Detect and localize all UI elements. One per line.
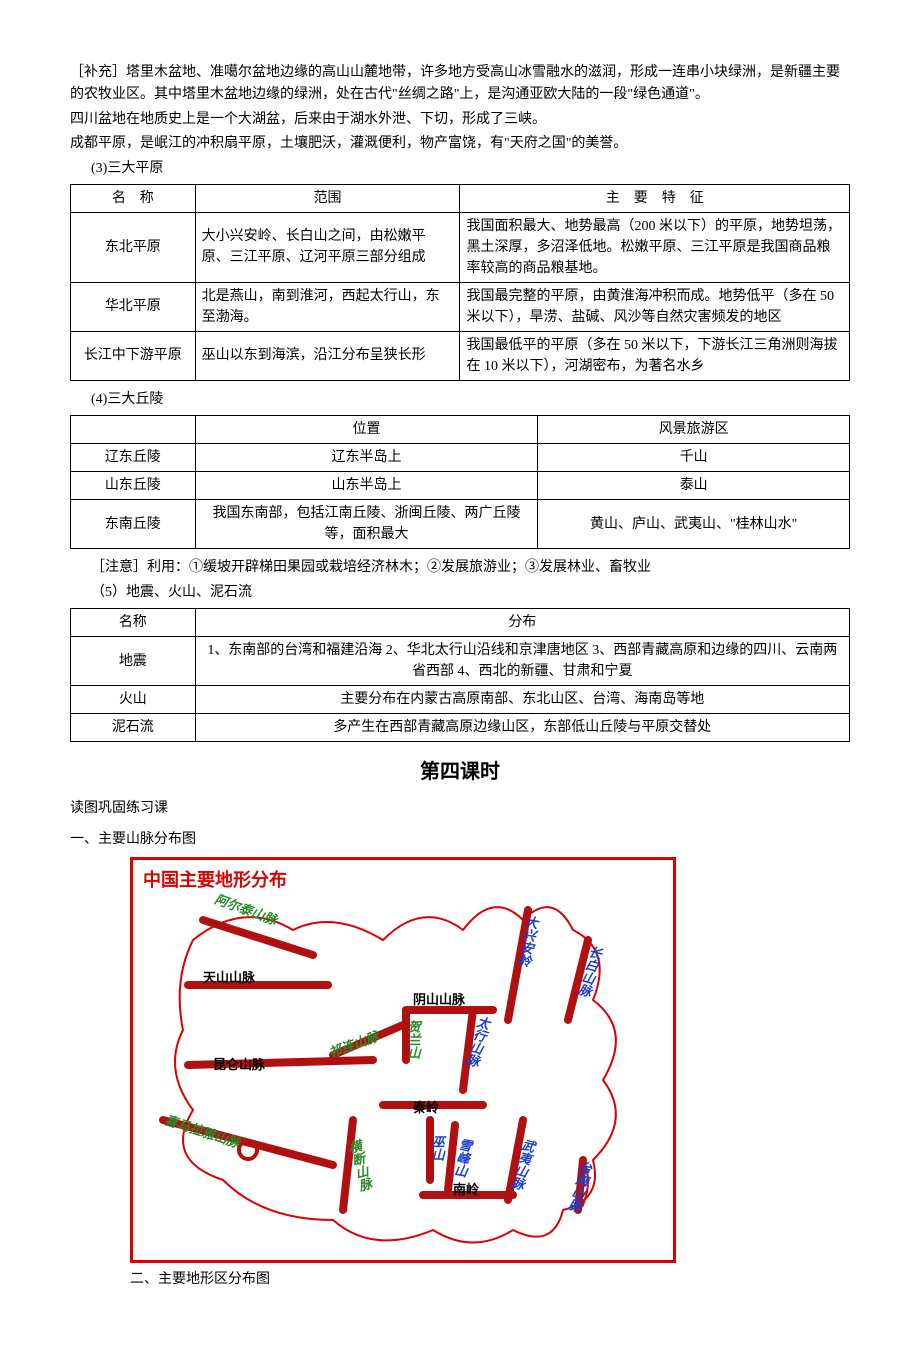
sec5-heading: （5）地震、火山、泥石流: [70, 582, 850, 604]
lbl-helan: 贺兰山: [402, 1020, 423, 1059]
th: [71, 416, 196, 444]
table-row: 华北平原 北是燕山，南到淮河，西起太行山，东至渤海。 我国最完整的平原，由黄淮海…: [71, 282, 850, 331]
table-plains: 名 称 范围 主 要 特 征 东北平原 大小兴安岭、长白山之间，由松嫩平原、三江…: [70, 184, 850, 381]
table-row: 东北平原 大小兴安岭、长白山之间，由松嫩平原、三江平原、辽河平原三部分组成 我国…: [71, 212, 850, 282]
lbl-wushan: 巫山: [426, 1135, 447, 1161]
table-hills: 位置 风景旅游区 辽东丘陵 辽东半岛上 千山 山东丘陵 山东半岛上 泰山 东南丘…: [70, 415, 850, 549]
th: 分布: [195, 609, 849, 637]
map-frame: 中国主要地形分布: [130, 857, 676, 1263]
lbl-qinling: 秦岭: [413, 1098, 439, 1119]
th: 位置: [195, 416, 538, 444]
th: 名称: [71, 609, 196, 637]
sec4-note: ［注意］利用：①缓坡开辟梯田果园或栽培经济林木；②发展旅游业；③发展林业、畜牧业: [70, 557, 850, 579]
intro-p2: 四川盆地在地质史上是一个大湖盆，后来由于湖水外泄、下切，形成了三峡。: [70, 109, 850, 131]
table-row: 火山 主要分布在内蒙古高原南部、东北山区、台湾、海南岛等地: [71, 686, 850, 714]
lbl-yinshan: 阴山山脉: [413, 990, 465, 1011]
map-title: 中国主要地形分布: [143, 866, 287, 895]
table-row: 东南丘陵 我国东南部，包括江南丘陵、浙闽丘陵、两广丘陵等，面积最大 黄山、庐山、…: [71, 500, 850, 549]
sec4-heading: (4)三大丘陵: [70, 389, 850, 411]
table-row: 辽东丘陵 辽东半岛上 千山: [71, 444, 850, 472]
lesson4-title: 第四课时: [70, 756, 850, 788]
th: 名 称: [71, 184, 196, 212]
intro-p3: 成都平原，是岷江的冲积扇平原，土壤肥沃，灌溉便利，物产富饶，有"天府之国"的美誉…: [70, 133, 850, 155]
lesson4-p3: 二、主要地形区分布图: [130, 1269, 850, 1291]
table-hazards: 名称 分布 地震 1、东南部的台湾和福建沿海 2、华北太行山沿线和京津唐地区 3…: [70, 608, 850, 742]
th: 主 要 特 征: [460, 184, 850, 212]
intro-p1: ［补充］塔里木盆地、准噶尔盆地边缘的高山山麓地带，许多地方受高山冰雪融水的滋润，…: [70, 62, 850, 107]
map-figure: 中国主要地形分布: [130, 857, 850, 1263]
lbl-tianshan: 天山山脉: [203, 968, 255, 989]
th: 范围: [195, 184, 460, 212]
table-row: 地震 1、东南部的台湾和福建沿海 2、华北太行山沿线和京津唐地区 3、西部青藏高…: [71, 637, 850, 686]
table-row: 泥石流 多产生在西部青藏高原边缘山区，东部低山丘陵与平原交替处: [71, 714, 850, 742]
table-row: 山东丘陵 山东半岛上 泰山: [71, 472, 850, 500]
lbl-kunlun: 昆仑山脉: [213, 1055, 265, 1076]
lesson4-p1: 读图巩固练习课: [70, 798, 850, 820]
sec3-heading: (3)三大平原: [70, 158, 850, 180]
lesson4-p2: 一、主要山脉分布图: [70, 829, 850, 851]
table-row: 长江中下游平原 巫山以东到海滨，沿江分布呈狭长形 我国最低平的平原（多在 50 …: [71, 331, 850, 380]
lbl-nanling: 南岭: [453, 1180, 479, 1201]
th: 风景旅游区: [538, 416, 850, 444]
